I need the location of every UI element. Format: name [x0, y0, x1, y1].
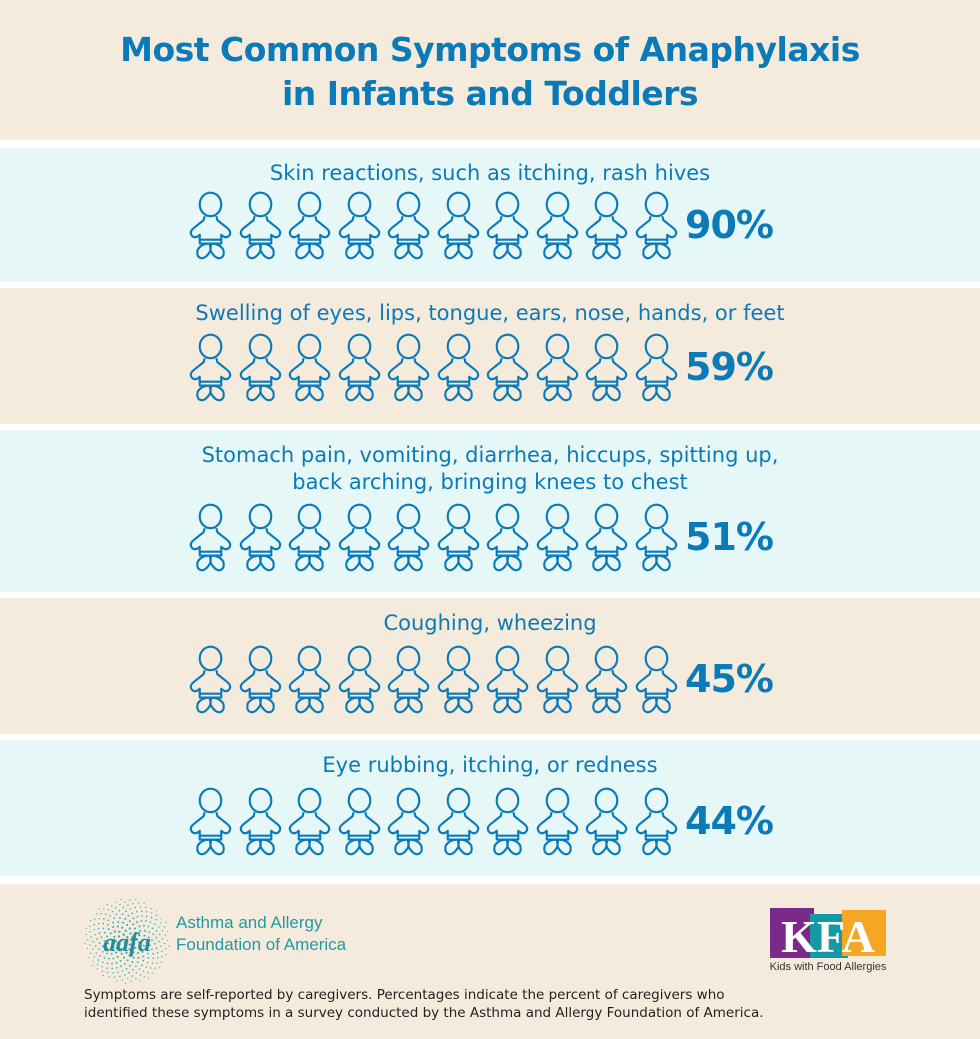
- footer: aafa Asthma and Allergy Foundation of Am…: [0, 884, 980, 1039]
- symptom-label: Coughing, wheezing: [383, 611, 597, 635]
- baby-icon: [387, 191, 430, 260]
- baby-icon: [288, 787, 331, 856]
- baby-icon: [486, 787, 529, 856]
- baby-icon: [338, 191, 380, 260]
- icon-row: 44%: [188, 786, 774, 856]
- baby-icon: [387, 503, 430, 572]
- symptom-label: Eye rubbing, itching, or redness: [322, 753, 658, 777]
- baby-icon: [288, 191, 331, 260]
- symptom-label: Swelling of eyes, lips, tongue, ears, no…: [195, 301, 785, 325]
- footnote-line-1: Symptoms are self-reported by caregivers…: [84, 987, 725, 1003]
- baby-icon: [189, 645, 232, 714]
- symptom-row: Eye rubbing, itching, or redness 44%: [0, 740, 980, 876]
- aafa-line-1: Asthma and Allergy: [176, 913, 323, 932]
- footnote: Symptoms are self-reported by caregivers…: [84, 986, 764, 1022]
- symptom-label: Skin reactions, such as itching, rash hi…: [269, 161, 711, 185]
- title-line-2: in Infants and Toddlers: [281, 74, 699, 113]
- baby-icon: [239, 645, 281, 714]
- baby-icon: [338, 645, 380, 714]
- percent-label: 59%: [685, 345, 774, 389]
- percent-label: 90%: [685, 203, 774, 247]
- baby-icon: [189, 333, 232, 402]
- kfa-tagline: Kids with Food Allergies: [770, 961, 887, 973]
- baby-icon: [585, 333, 628, 402]
- symptom-row: Skin reactions, such as itching, rash hi…: [0, 148, 980, 282]
- baby-icon: [635, 645, 677, 714]
- symptom-row: Stomach pain, vomiting, diarrhea, hiccup…: [0, 430, 980, 592]
- page-title: Most Common Symptoms of Anaphylaxis in I…: [0, 0, 980, 140]
- baby-icon: [239, 503, 281, 572]
- baby-icon: [239, 787, 281, 856]
- baby-icon: [486, 333, 529, 402]
- icon-row: 90%: [188, 190, 774, 260]
- baby-icon: [536, 645, 578, 714]
- baby-icon: [536, 503, 578, 572]
- percent-label: 44%: [685, 799, 774, 843]
- baby-icon: [635, 333, 677, 402]
- baby-icon: [585, 645, 628, 714]
- title-line-1: Most Common Symptoms of Anaphylaxis: [120, 30, 860, 69]
- baby-icon: [189, 787, 232, 856]
- kfa-logo: KFA Kids with Food Allergies: [770, 908, 887, 973]
- baby-icon: [338, 503, 380, 572]
- baby-icon: [585, 787, 628, 856]
- baby-icon: [437, 645, 479, 714]
- baby-icon: [189, 191, 232, 260]
- aafa-name: Asthma and Allergy Foundation of America: [176, 912, 346, 956]
- svg-text:aafa: aafa: [103, 928, 151, 957]
- baby-icon: [536, 333, 578, 402]
- baby-icon: [189, 503, 232, 572]
- baby-icon: [288, 333, 331, 402]
- baby-icon: [387, 333, 430, 402]
- baby-icon: [437, 191, 479, 260]
- symptom-row: Swelling of eyes, lips, tongue, ears, no…: [0, 288, 980, 424]
- baby-icon: [288, 645, 331, 714]
- icon-row: 59%: [188, 332, 774, 402]
- baby-icon: [338, 333, 380, 402]
- baby-icon: [338, 787, 380, 856]
- symptom-row: Coughing, wheezing 45%: [0, 598, 980, 734]
- baby-icon: [585, 503, 628, 572]
- baby-icon: [585, 191, 628, 260]
- baby-icon: [635, 191, 677, 260]
- footnote-line-2: identified these symptoms in a survey co…: [84, 1005, 764, 1021]
- aafa-logo: aafa: [84, 898, 170, 984]
- baby-icon: [486, 191, 529, 260]
- percent-label: 45%: [685, 657, 774, 701]
- baby-icon: [437, 503, 479, 572]
- icon-row: 45%: [188, 644, 774, 714]
- percent-label: 51%: [685, 515, 774, 559]
- baby-icon: [239, 333, 281, 402]
- baby-icon: [239, 191, 281, 260]
- aafa-line-2: Foundation of America: [176, 935, 347, 954]
- symptom-label-line-2: back arching, bringing knees to chest: [292, 470, 688, 494]
- baby-icon: [437, 787, 479, 856]
- baby-icon: [635, 503, 677, 572]
- baby-icon: [536, 191, 578, 260]
- baby-icon: [486, 503, 529, 572]
- svg-text:KFA: KFA: [781, 911, 875, 962]
- baby-icon: [635, 787, 677, 856]
- baby-icon: [536, 787, 578, 856]
- symptom-label: Stomach pain, vomiting, diarrhea, hiccup…: [201, 443, 779, 467]
- icon-row: 51%: [188, 502, 774, 572]
- baby-icon: [288, 503, 331, 572]
- baby-icon: [486, 645, 529, 714]
- baby-icon: [387, 787, 430, 856]
- baby-icon: [437, 333, 479, 402]
- baby-icon: [387, 645, 430, 714]
